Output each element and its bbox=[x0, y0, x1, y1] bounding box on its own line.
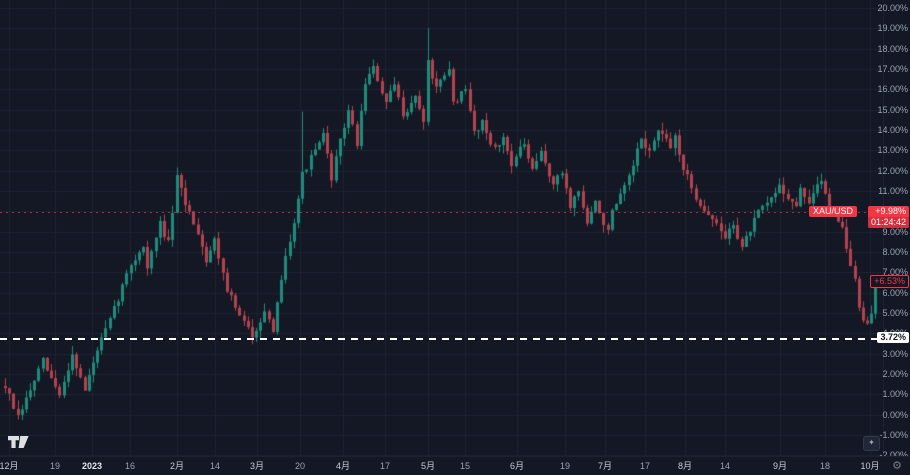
y-axis-tick: 19.00% bbox=[877, 23, 908, 34]
x-axis-tick: 14 bbox=[209, 461, 221, 471]
y-axis-tick: 9.00% bbox=[882, 226, 908, 237]
x-axis-tick: 20 bbox=[294, 461, 306, 471]
x-axis-tick: 15 bbox=[459, 461, 471, 471]
x-axis-tick: 7月 bbox=[597, 461, 613, 471]
y-axis-tick: 0.00% bbox=[882, 409, 908, 420]
y-axis-tick: 14.00% bbox=[877, 124, 908, 135]
x-axis-tick: 6月 bbox=[509, 461, 525, 471]
x-axis-tick: 9月 bbox=[772, 461, 788, 471]
y-axis-tick: -2.00% bbox=[868, 451, 908, 460]
symbol-price-label[interactable]: XAU/USD bbox=[808, 206, 857, 217]
y-axis-tick: 5.00% bbox=[882, 307, 908, 318]
tradingview-logo-icon bbox=[8, 436, 29, 448]
x-axis-tick: 3月 bbox=[249, 461, 265, 471]
last-change-value: +9.98% bbox=[875, 206, 906, 216]
y-axis-tick: 1.00% bbox=[882, 389, 908, 400]
x-axis-tick: 17 bbox=[379, 461, 391, 471]
y-axis-tick: 7.00% bbox=[882, 267, 908, 278]
x-axis-tick: 16 bbox=[124, 461, 136, 471]
y-axis-tick: 8.00% bbox=[882, 246, 908, 257]
x-axis-tick: 12月 bbox=[0, 461, 19, 471]
y-axis-tick: 20.00% bbox=[877, 3, 908, 13]
y-axis-tick: -1.00% bbox=[879, 429, 908, 440]
time-axis[interactable]: 12月 19 2023 16 2月 14 3月 20 4月 17 5月 15 6月 19 7月 17 8月 14 9… bbox=[0, 456, 910, 475]
x-axis-tick: 2月 bbox=[169, 461, 185, 471]
x-axis-tick: 14 bbox=[719, 461, 731, 471]
x-axis-tick: 4月 bbox=[335, 461, 351, 471]
time-axis-settings-button[interactable]: ⚙ bbox=[890, 459, 904, 473]
x-axis-tick: 19 bbox=[559, 461, 571, 471]
tradingview-logo[interactable] bbox=[8, 435, 29, 453]
y-axis-tick: 11.00% bbox=[878, 185, 908, 196]
y-axis-tick: 17.00% bbox=[877, 63, 908, 74]
y-axis-tick: 16.00% bbox=[877, 84, 908, 95]
x-axis-tick: 2023 bbox=[81, 461, 103, 471]
x-axis-tick: 18 bbox=[819, 461, 831, 471]
y-axis-tick: 6.00% bbox=[882, 287, 908, 298]
x-axis-tick: 10月 bbox=[860, 461, 880, 471]
candlestick-plot[interactable] bbox=[0, 0, 884, 457]
last-price-badge: +9.98% 01:24:42 bbox=[867, 206, 909, 228]
y-axis-tick: 18.00% bbox=[877, 43, 908, 54]
x-axis-tick: 5月 bbox=[420, 461, 436, 471]
secondary-price-badge: +6.53% bbox=[870, 275, 909, 288]
dashed-line-price-badge: 3.72% bbox=[877, 332, 909, 343]
price-axis[interactable]: 20.00% 19.00% 18.00% 17.00% 16.00% 15.00% 14.0… bbox=[867, 0, 910, 460]
x-axis-tick: 17 bbox=[639, 461, 651, 471]
sparkle-icon: ✦ bbox=[868, 438, 875, 447]
y-axis-tick: 3.00% bbox=[882, 348, 908, 359]
gear-icon: ⚙ bbox=[892, 460, 902, 472]
x-axis-tick: 19 bbox=[49, 461, 61, 471]
bar-countdown: 01:24:42 bbox=[867, 217, 909, 228]
chart-pane[interactable]: XAU/USD ✦ bbox=[0, 0, 884, 457]
y-axis-tick: 2.00% bbox=[882, 368, 908, 379]
y-axis-tick: 13.00% bbox=[877, 145, 908, 156]
x-axis-tick: 8月 bbox=[677, 461, 693, 471]
scale-quick-button[interactable]: ✦ bbox=[863, 436, 880, 451]
y-axis-tick: 15.00% bbox=[877, 104, 908, 115]
y-axis-tick: 12.00% bbox=[877, 165, 908, 176]
